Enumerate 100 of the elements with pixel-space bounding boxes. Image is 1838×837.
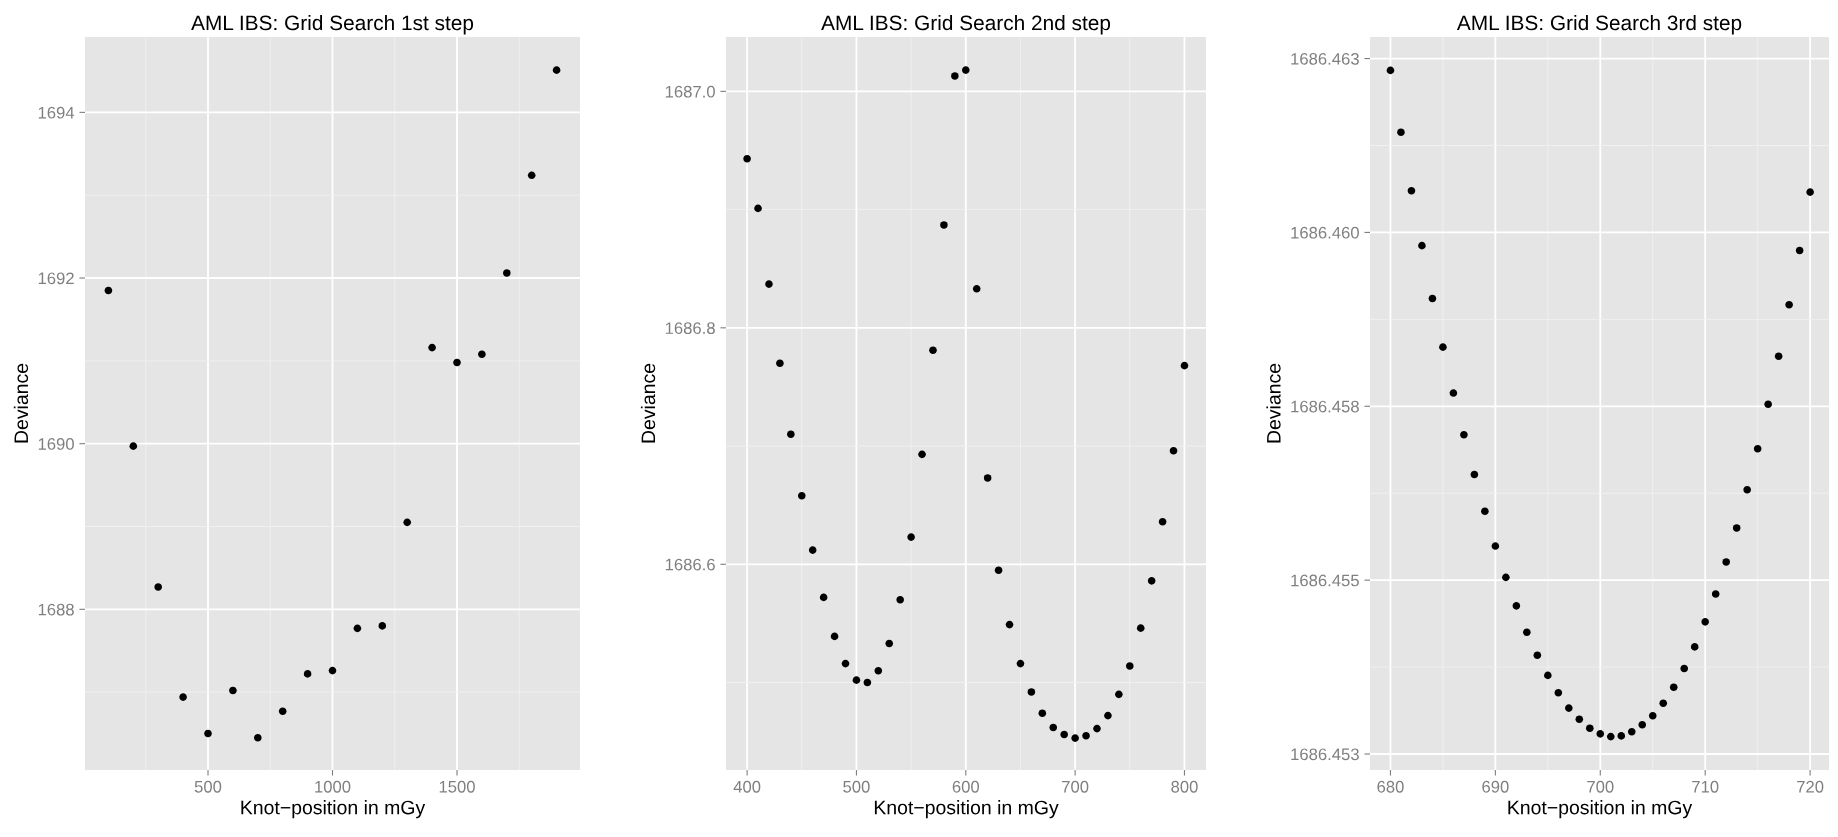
point [353, 624, 362, 633]
x-axis-title: Knot−position in mGy [874, 800, 1059, 819]
x-tick-label: 720 [1797, 780, 1824, 793]
point [961, 66, 970, 74]
point [929, 346, 937, 355]
point [328, 666, 337, 675]
point [983, 474, 992, 482]
x-tick-label: 600 [952, 780, 980, 793]
point [1418, 241, 1426, 250]
point [1554, 689, 1563, 697]
y-axis-title: Deviance [640, 363, 656, 443]
x-tick-label: 1000 [315, 780, 351, 793]
y-tick-label: 1686.455 [1291, 574, 1359, 587]
point [994, 566, 1003, 574]
point [1512, 602, 1521, 610]
point [1158, 517, 1167, 526]
x-tick-label: 690 [1482, 780, 1509, 793]
y-tick-label: 1686.8 [665, 322, 715, 335]
y-tick-label: 1692 [38, 272, 74, 285]
point [204, 729, 212, 738]
point [1397, 128, 1405, 137]
point [1060, 730, 1068, 739]
x-tick-label: 800 [1171, 780, 1198, 793]
point [1125, 662, 1134, 670]
point [808, 546, 817, 554]
point [1136, 624, 1145, 632]
point [1774, 352, 1783, 361]
chart-title: AML IBS: Grid Search 1st step [191, 14, 474, 35]
point [1753, 444, 1762, 453]
point [1481, 507, 1489, 516]
x-tick-label: 400 [733, 780, 761, 793]
point [1038, 709, 1047, 718]
point [1585, 724, 1594, 733]
point [428, 343, 436, 352]
y-axis-title: Deviance [13, 363, 29, 443]
point [1680, 664, 1689, 673]
point [797, 491, 806, 500]
point [1596, 730, 1605, 738]
x-tick-label: 680 [1377, 780, 1404, 793]
y-tick-label: 1686.460 [1291, 226, 1359, 239]
point [1502, 573, 1510, 582]
point [1147, 577, 1156, 585]
y-tick-label: 1687.0 [665, 85, 715, 98]
point [1180, 361, 1189, 370]
y-axis-title: Deviance [1266, 363, 1281, 443]
point [1617, 732, 1626, 740]
point [229, 686, 237, 695]
point [1386, 66, 1395, 75]
point [1669, 683, 1678, 692]
point [1016, 659, 1025, 668]
point [179, 693, 187, 701]
point [1082, 731, 1090, 740]
point [1711, 590, 1720, 598]
point [1407, 186, 1416, 195]
point [1743, 485, 1751, 494]
point [1523, 628, 1531, 637]
point [1544, 671, 1552, 680]
point [1115, 690, 1123, 699]
point [378, 622, 387, 630]
x-tick-label: 1500 [439, 780, 475, 793]
point [453, 358, 461, 367]
point [154, 583, 163, 591]
point [1732, 524, 1741, 532]
x-tick-label: 500 [843, 780, 870, 793]
point [874, 666, 883, 675]
point [1648, 711, 1657, 720]
point [129, 442, 138, 450]
point [830, 632, 839, 641]
y-tick-label: 1690 [38, 438, 74, 450]
y-tick-label: 1694 [38, 106, 75, 119]
x-tick-label: 710 [1692, 780, 1719, 793]
point [1690, 643, 1699, 651]
point [1460, 430, 1468, 439]
point [754, 204, 762, 213]
point [1722, 558, 1730, 566]
point [1533, 651, 1542, 660]
point [1806, 188, 1814, 196]
point [1071, 734, 1079, 742]
point [1439, 343, 1447, 351]
x-axis-title: Knot−position in mGy [1508, 800, 1693, 819]
point [951, 72, 959, 80]
point [743, 154, 751, 163]
x-tick-label: 700 [1062, 780, 1089, 793]
y-tick-label: 1686.463 [1291, 52, 1359, 65]
x-axis-title: Knot−position in mGy [241, 800, 426, 819]
point [863, 678, 872, 687]
chart-title: AML IBS: Grid Search 3rd step [1456, 14, 1742, 35]
x-tick-label: 700 [1587, 780, 1614, 793]
y-tick-label: 1688 [38, 603, 74, 616]
y-tick-label: 1686.458 [1291, 400, 1359, 413]
point [918, 450, 926, 459]
point [776, 359, 784, 368]
point [1449, 389, 1458, 397]
point [104, 286, 113, 295]
point [972, 285, 981, 293]
point [278, 707, 287, 715]
point [852, 676, 861, 684]
point [896, 595, 904, 604]
point [1638, 720, 1647, 729]
point [1606, 732, 1615, 741]
